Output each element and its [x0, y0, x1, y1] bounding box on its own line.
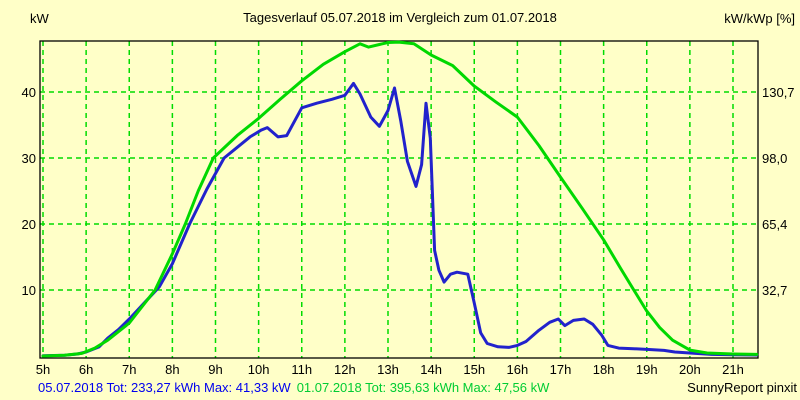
x-axis-tick: 9h: [208, 362, 223, 377]
x-axis-tick: 11h: [291, 362, 313, 377]
y-axis-tick-left: 40: [21, 85, 36, 100]
x-axis-tick: 10h: [247, 362, 270, 377]
x-axis-tick: 6h: [78, 362, 94, 377]
brand-label: SunnyReport pinxit: [687, 380, 797, 395]
series-line-01-07-2018: [41, 40, 759, 358]
footer-stats: 05.07.2018 Tot: 233,27 kWh Max: 41,33 kW…: [38, 380, 549, 395]
x-axis-tick: 8h: [165, 362, 180, 377]
y-axis-tick-left: 20: [21, 217, 36, 232]
x-axis-tick: 16h: [506, 362, 529, 377]
y-axis-tick-right: 65,4: [762, 217, 788, 232]
x-axis-tick: 20h: [679, 362, 701, 377]
y-axis-tick-right: 98,0: [762, 151, 788, 166]
x-axis-tick: 17h: [549, 362, 572, 377]
x-axis-tick: 14h: [420, 362, 442, 377]
x-axis-tick: 18h: [592, 362, 615, 377]
y-axis-tick-left: 30: [21, 151, 36, 166]
x-axis-tick: 7h: [122, 362, 137, 377]
x-axis-tick: 19h: [635, 362, 658, 377]
y-axis-tick-right: 32,7: [762, 283, 788, 298]
y-axis-tick-left: 10: [21, 283, 36, 298]
left-axis-unit-label: kW: [30, 11, 49, 26]
series-line-05-07-2018: [41, 81, 759, 358]
chart-title: Tagesverlauf 05.07.2018 im Vergleich zum…: [243, 10, 557, 25]
x-axis-tick: 21h: [722, 362, 744, 377]
x-axis-tick: 13h: [377, 362, 399, 377]
footer-day2-stats: 01.07.2018 Tot: 395,63 kWh Max: 47,56 kW: [296, 380, 550, 395]
x-axis-tick: 5h: [35, 362, 51, 377]
footer-day1-stats: 05.07.2018 Tot: 233,27 kWh Max: 41,33 kW: [38, 380, 291, 395]
right-axis-unit-label: kW/kWp [%]: [724, 11, 795, 26]
x-axis-tick: 12h: [334, 362, 356, 377]
plot-border: [39, 40, 759, 359]
x-axis-tick: 15h: [463, 362, 486, 377]
y-axis-tick-right: 130,7: [762, 85, 795, 100]
